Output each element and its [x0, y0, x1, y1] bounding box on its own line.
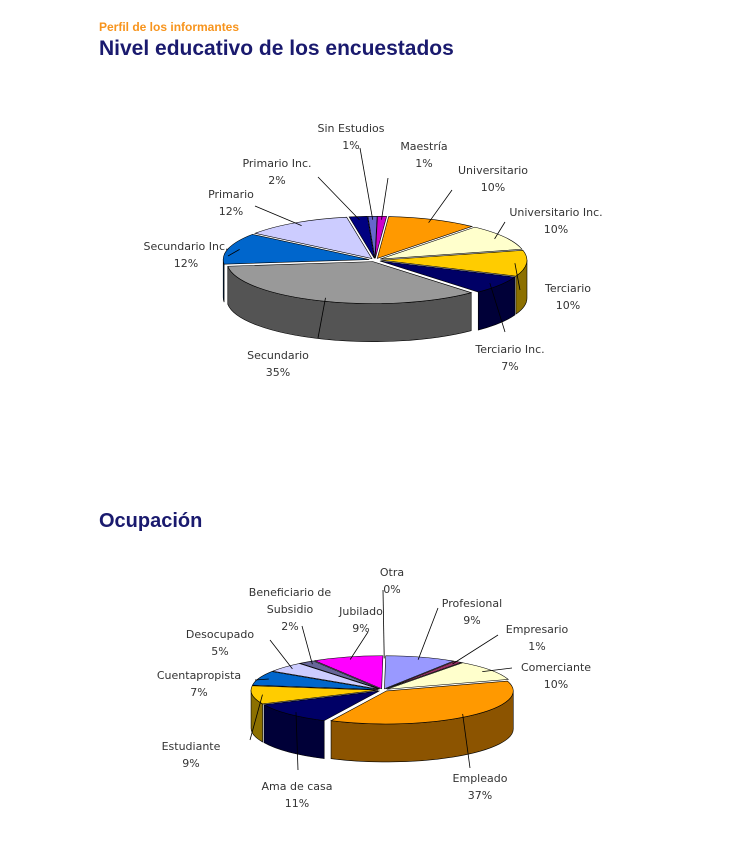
data-label-terciario-inc: Terciario Inc. 7%: [474, 343, 544, 373]
leader-line-terciario-inc: [489, 283, 506, 333]
pie-slice-secundario: [227, 261, 473, 304]
pie-chart-nivel-educativo: Maestría 1% Universitario 10% Universitario …: [143, 122, 602, 379]
leader-line-otra: [382, 589, 385, 659]
page-title: Nivel educativo de los encuestados: [99, 37, 454, 60]
leader-line-primario: [254, 205, 302, 226]
pie-slice-terciario-inc: [379, 260, 516, 293]
pie-side-secundario-inc: [222, 259, 225, 303]
leader-line-comerciante: [482, 667, 513, 673]
pie-slice-secundario-inc: [222, 234, 370, 265]
leader-line-cuentapropista: [254, 678, 269, 681]
leader-line-sin-estudios: [359, 147, 374, 220]
leader-line-universitario-inc: [494, 221, 506, 240]
data-label-empresario: Empresario 1%: [506, 623, 569, 653]
data-label-primario-inc: Primario Inc. 2%: [242, 157, 311, 187]
data-label-beneficiario-de-subsidio: Beneficiario de Subsidio 2%: [249, 586, 332, 633]
data-label-universitario-inc: Universitario Inc. 10%: [509, 206, 602, 236]
data-label-maestria: Maestría 1%: [400, 140, 447, 170]
pie-slice-empleado: [330, 680, 514, 725]
section-title-ocupacion: Ocupación: [99, 510, 203, 532]
pie-slice-comerciante: [386, 662, 510, 690]
section-kicker: Perfil de los informantes: [99, 20, 240, 34]
leader-line-empresario: [452, 634, 499, 665]
data-label-estudiante: Estudiante 9%: [162, 740, 221, 770]
pie-slice-universitario: [376, 216, 474, 259]
data-label-universitario: Universitario 10%: [458, 164, 528, 194]
pie-slice-empresario: [385, 660, 463, 690]
data-label-ama-de-casa: Ama de casa 11%: [262, 780, 333, 810]
data-label-desocupado: Desocupado 5%: [186, 628, 254, 658]
data-label-primario: Primario 12%: [208, 188, 254, 218]
pie-chart-ocupacion: Profesional 9%Empresario 1% Comerciante 10% E…: [157, 566, 591, 810]
pie-slice-primario-inc: [348, 216, 375, 259]
leader-line-secundario: [317, 297, 326, 339]
data-label-profesional: Profesional 9%: [442, 597, 502, 627]
pie-slice-cuentapropista: [251, 671, 379, 690]
leader-line-secundario-inc: [227, 249, 240, 257]
leader-line-universitario: [428, 189, 453, 223]
pie-slice-jubilado: [313, 655, 384, 690]
leader-line-terciario: [514, 263, 521, 291]
leader-line-estudiante: [249, 694, 263, 741]
pie-slice-estudiante: [250, 685, 379, 705]
data-label-jubilado: Jubilado 9%: [338, 605, 383, 635]
leader-line-ama-de-casa: [295, 712, 299, 771]
leader-line-empleado: [462, 713, 471, 769]
leader-line-jubilado: [349, 631, 369, 660]
leader-line-desocupado: [269, 639, 293, 670]
data-label-sin-estudios: Sin Estudios 1%: [318, 122, 385, 152]
leader-line-primario-inc: [317, 176, 360, 221]
data-label-otra: Otra 0%: [380, 566, 404, 596]
pie-slice-beneficiario-de-subsidio: [298, 660, 381, 690]
data-label-terciario: Terciario 10%: [544, 282, 591, 312]
leader-line-profesional: [417, 607, 439, 660]
pie-slice-profesional: [384, 655, 455, 690]
data-label-comerciante: Comerciante 10%: [521, 661, 591, 691]
leader-line-maestria: [381, 177, 389, 220]
leader-line-beneficiario-de-subsidio: [301, 625, 313, 665]
data-label-secundario-inc: Secundario Inc. 12%: [143, 240, 228, 270]
pie-slice-universitario-inc: [380, 226, 523, 260]
data-label-secundario: Secundario 35%: [247, 349, 309, 379]
pie-slice-desocupado: [271, 663, 380, 690]
pie-slice-ama-de-casa: [263, 690, 380, 721]
data-label-empleado: Empleado 37%: [453, 772, 508, 802]
data-label-cuentapropista: Cuentapropista 7%: [157, 669, 241, 699]
